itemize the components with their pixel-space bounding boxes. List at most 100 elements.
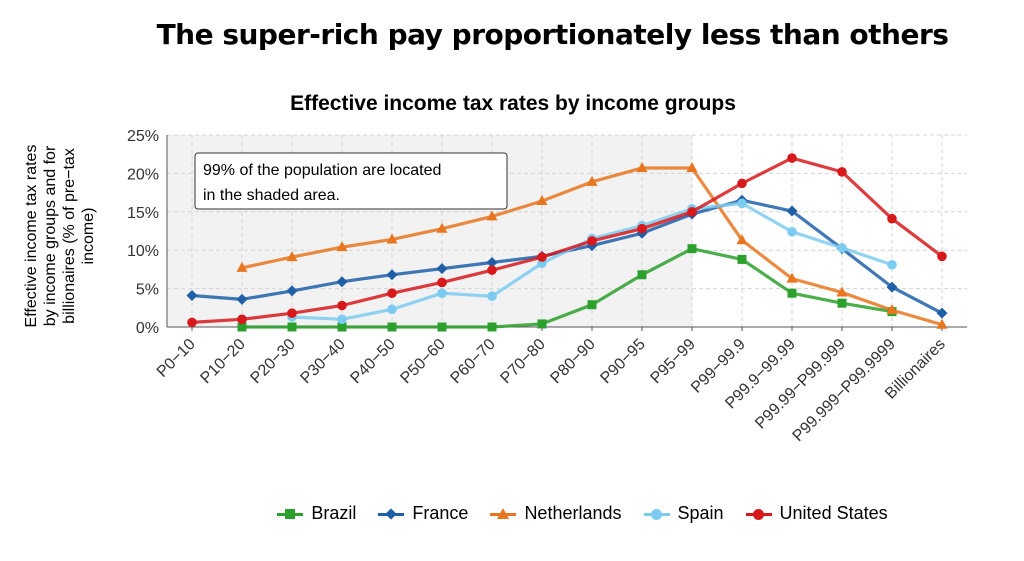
france-point	[886, 281, 898, 293]
netherlands-point	[336, 241, 348, 252]
legend-item-france: France	[378, 503, 468, 524]
united-states-point	[287, 308, 297, 318]
france-point	[386, 269, 398, 281]
legend: Brazil France Netherlands Spain United State…	[0, 503, 1024, 524]
legend-swatch	[490, 507, 517, 520]
y-tick-label: 0%	[136, 320, 159, 337]
legend-label: Spain	[677, 503, 724, 523]
united-states-point	[487, 265, 497, 275]
brazil-point	[687, 244, 697, 254]
france-point	[436, 263, 448, 275]
netherlands-point	[886, 304, 898, 315]
france-point	[336, 276, 348, 288]
netherlands-point	[236, 261, 248, 272]
plot-area: 0%5%10%15%20%25%P0−10P10−20P20−30P30−40P…	[127, 128, 967, 445]
brazil-point	[537, 319, 547, 329]
brazil-point	[487, 322, 497, 332]
x-tick-label: P10−20	[197, 336, 248, 387]
legend-label: Netherlands	[524, 503, 622, 523]
france-point	[186, 290, 198, 302]
legend-swatch	[378, 508, 405, 520]
x-tick-label: P40−50	[347, 336, 398, 387]
annotation-box	[194, 152, 508, 210]
france-point	[936, 307, 948, 319]
united-states-point	[837, 167, 847, 177]
netherlands-point	[786, 272, 798, 283]
y-axis-label-line: by income groups and for	[42, 145, 59, 326]
united-states-point	[337, 300, 347, 311]
legend-item-united-states: United States	[745, 503, 888, 524]
x-tick-label: P99.99−P99.999	[752, 336, 849, 433]
brazil-point	[437, 322, 447, 332]
y-axis-label-line: billionaires (% of pre−tax	[61, 148, 78, 324]
spain-point	[487, 291, 497, 302]
annotation-text: 99% of the population are located	[203, 162, 441, 179]
legend-swatch	[643, 508, 670, 520]
spain-point	[337, 314, 347, 325]
legend-label: Brazil	[311, 503, 357, 523]
x-tick-label: P30−40	[297, 336, 348, 387]
netherlands-point	[586, 175, 598, 186]
brazil-point	[387, 322, 397, 332]
netherlands-point	[536, 195, 548, 206]
legend-swatch	[745, 508, 772, 520]
netherlands-point	[836, 286, 848, 297]
y-tick-label: 15%	[127, 205, 159, 222]
spain-point	[787, 226, 797, 237]
y-axis-label: Effective income tax rates by income grou…	[23, 145, 97, 328]
x-tick-label: P80−90	[547, 336, 598, 387]
legend-item-spain: Spain	[643, 503, 724, 524]
united-states-point	[437, 277, 447, 288]
chart-title: Effective income tax rates by income gro…	[290, 92, 736, 115]
brazil-point	[737, 254, 747, 264]
x-tick-label: P50−60	[397, 336, 448, 387]
legend-label: France	[412, 503, 469, 523]
x-tick-label: P95−99	[647, 336, 698, 387]
brazil-point	[787, 288, 797, 298]
france-point	[486, 256, 498, 268]
france-point	[786, 205, 798, 217]
x-tick-label: P70−80	[497, 336, 548, 387]
y-tick-label: 10%	[127, 243, 159, 260]
brazil-point	[237, 322, 247, 332]
united-states-point	[687, 207, 697, 217]
united-states-point	[937, 251, 947, 262]
headline: The super-rich pay proportionately less …	[156, 18, 949, 51]
united-states-line	[191, 156, 943, 324]
brazil-point	[287, 322, 297, 332]
france-point	[286, 285, 298, 297]
united-states-point	[737, 178, 747, 189]
brazil-point	[587, 300, 597, 310]
netherlands-point	[286, 251, 298, 262]
spain-point	[437, 288, 447, 299]
france-point	[236, 293, 248, 305]
annotation-text: in the shaded area.	[203, 187, 340, 204]
brazil-line	[242, 247, 893, 329]
y-tick-label: 5%	[136, 282, 159, 299]
brazil-point	[837, 298, 847, 308]
netherlands-point	[636, 162, 648, 173]
y-tick-label: 20%	[127, 166, 159, 183]
united-states-point	[237, 314, 247, 325]
legend-item-netherlands: Netherlands	[490, 503, 622, 524]
x-tick-label: P60−70	[447, 336, 498, 387]
y-axis-label-line: income)	[80, 208, 97, 265]
spain-point	[887, 259, 897, 270]
brazil-point	[337, 322, 347, 332]
x-tick-label: P20−30	[247, 336, 298, 387]
netherlands-point	[386, 233, 398, 244]
netherlands-point	[436, 222, 448, 233]
united-states-point	[637, 223, 647, 234]
legend-item-brazil: Brazil	[277, 503, 356, 524]
united-states-point	[787, 153, 797, 163]
brazil-point	[637, 270, 647, 280]
netherlands-point	[686, 162, 698, 173]
legend-label: United States	[779, 503, 888, 523]
spain-point	[737, 198, 747, 209]
united-states-point	[587, 236, 597, 246]
y-axis-label-line: Effective income tax rates	[23, 145, 40, 328]
netherlands-point	[486, 210, 498, 221]
united-states-point	[387, 288, 397, 299]
x-tick-label: P0−10	[154, 336, 199, 381]
